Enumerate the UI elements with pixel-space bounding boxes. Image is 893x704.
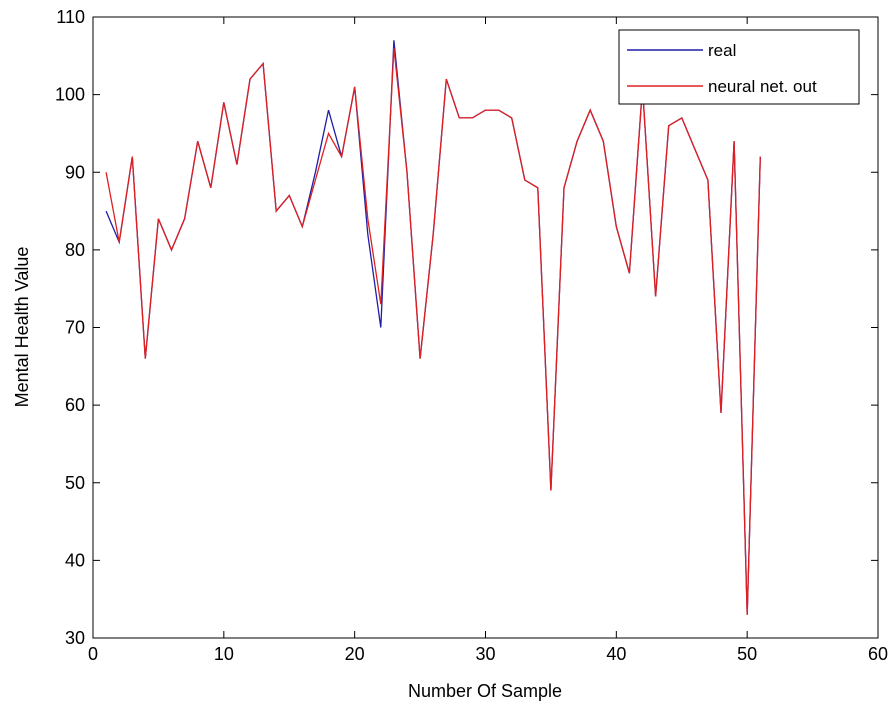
y-tick-label: 70 — [65, 318, 85, 338]
y-axis-title: Mental Health Value — [12, 247, 32, 408]
y-tick-label: 40 — [65, 550, 85, 570]
legend-label-real: real — [708, 41, 736, 60]
y-tick-label: 30 — [65, 628, 85, 648]
y-tick-label: 110 — [56, 7, 85, 27]
x-tick-label: 10 — [214, 644, 234, 664]
legend-label-neural-net-out: neural net. out — [708, 77, 817, 96]
x-tick-label: 20 — [345, 644, 365, 664]
legend: real neural net. out — [618, 29, 860, 105]
x-tick-label: 50 — [737, 644, 757, 664]
tick-labels: 0 10 20 30 40 50 60 30 40 50 60 70 80 90 100 110 — [55, 7, 888, 664]
x-tick-label: 30 — [475, 644, 495, 664]
x-tick-label: 40 — [606, 644, 626, 664]
axis-ticks — [92, 16, 879, 639]
series-layer — [105, 40, 761, 615]
x-axis-title: Number Of Sample — [408, 681, 562, 701]
x-tick-label: 60 — [868, 644, 888, 664]
y-tick-label: 100 — [55, 85, 85, 105]
y-tick-label: 80 — [65, 240, 85, 260]
plot-area — [92, 16, 879, 639]
y-tick-label: 90 — [65, 162, 85, 182]
legend-box — [618, 29, 860, 105]
x-tick-label: 0 — [88, 644, 98, 664]
y-tick-label: 50 — [65, 473, 85, 493]
y-tick-label: 60 — [65, 395, 85, 415]
series-line-neural-net-out — [105, 48, 761, 615]
